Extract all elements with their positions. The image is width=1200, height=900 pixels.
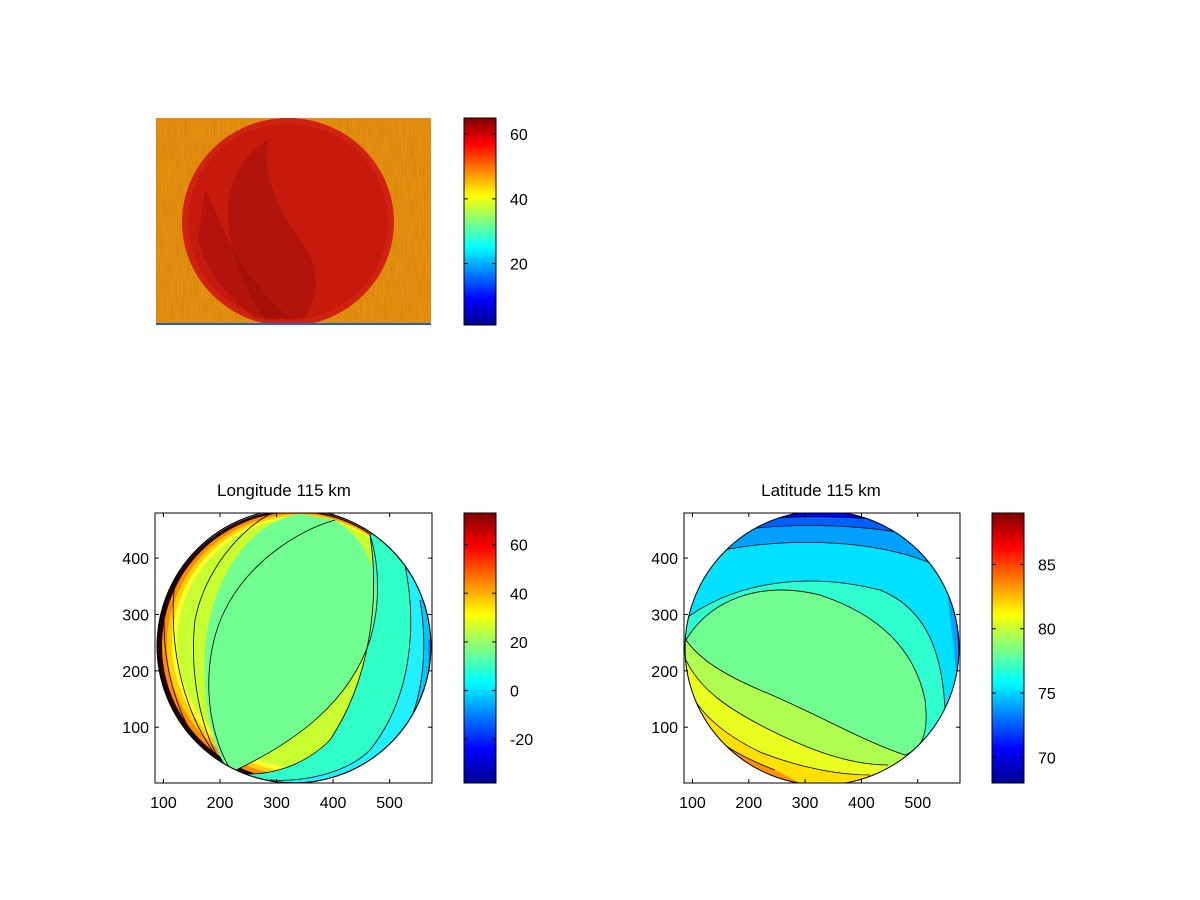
- colorbar-tick-label: 0: [510, 684, 519, 701]
- y-tick-label: 200: [651, 664, 678, 681]
- x-tick-label: 200: [207, 795, 234, 812]
- colorbar-tick-label: 20: [510, 257, 528, 274]
- colorbar-image-ticks: 20 40 60: [464, 127, 528, 274]
- y-tick-label: 300: [651, 607, 678, 624]
- x-tick-label: 100: [679, 795, 706, 812]
- x-tick-label: 300: [792, 795, 819, 812]
- intensity-image-panel: 20 40 60: [156, 117, 528, 326]
- x-tick-label: 500: [904, 795, 931, 812]
- y-tick-label: 100: [651, 720, 678, 737]
- colorbar-image: [463, 117, 497, 326]
- y-tick-label: 300: [122, 607, 149, 624]
- colorbar-tick-label: 40: [510, 192, 528, 209]
- x-tick-label: 200: [735, 795, 762, 812]
- latitude-map: [684, 513, 960, 783]
- colorbar-longitude-ticks: -20 0 20 40 60: [464, 538, 533, 749]
- longitude-panel: Longitude 115 km: [122, 481, 533, 812]
- longitude-title: Longitude 115 km: [217, 481, 351, 500]
- longitude-map: [155, 513, 432, 783]
- x-tick-label: 400: [320, 795, 347, 812]
- colorbar-tick-label: 20: [510, 635, 528, 652]
- colorbar-latitude-ticks: 70 75 80 85: [992, 557, 1056, 767]
- latitude-panel: Latitude 115 km: [651, 481, 1056, 812]
- colorbar-tick-label: 85: [1038, 557, 1056, 574]
- y-tick-label: 400: [651, 551, 678, 568]
- colorbar-latitude: [991, 512, 1025, 784]
- x-tick-label: 400: [848, 795, 875, 812]
- latitude-title: Latitude 115 km: [761, 481, 881, 500]
- y-tick-label: 400: [122, 551, 149, 568]
- x-tick-label: 100: [150, 795, 177, 812]
- colorbar-tick-label: 75: [1038, 686, 1056, 703]
- intensity-image: [156, 118, 431, 325]
- colorbar-tick-label: 80: [1038, 622, 1056, 639]
- colorbar-tick-label: 70: [1038, 750, 1056, 767]
- x-tick-label: 500: [376, 795, 403, 812]
- colorbar-tick-label: 60: [510, 538, 528, 555]
- y-tick-label: 200: [122, 664, 149, 681]
- colorbar-tick-label: -20: [510, 732, 533, 749]
- colorbar-tick-label: 40: [510, 586, 528, 603]
- y-tick-label: 100: [122, 720, 149, 737]
- colorbar-longitude: [463, 512, 497, 784]
- x-tick-label: 300: [263, 795, 290, 812]
- longitude-axes: 100 200 300 400 500 100 200 300 400: [122, 513, 432, 812]
- colorbar-tick-label: 60: [510, 127, 528, 144]
- latitude-axes: 100 200 300 400 500 100 200 300 400: [651, 513, 960, 812]
